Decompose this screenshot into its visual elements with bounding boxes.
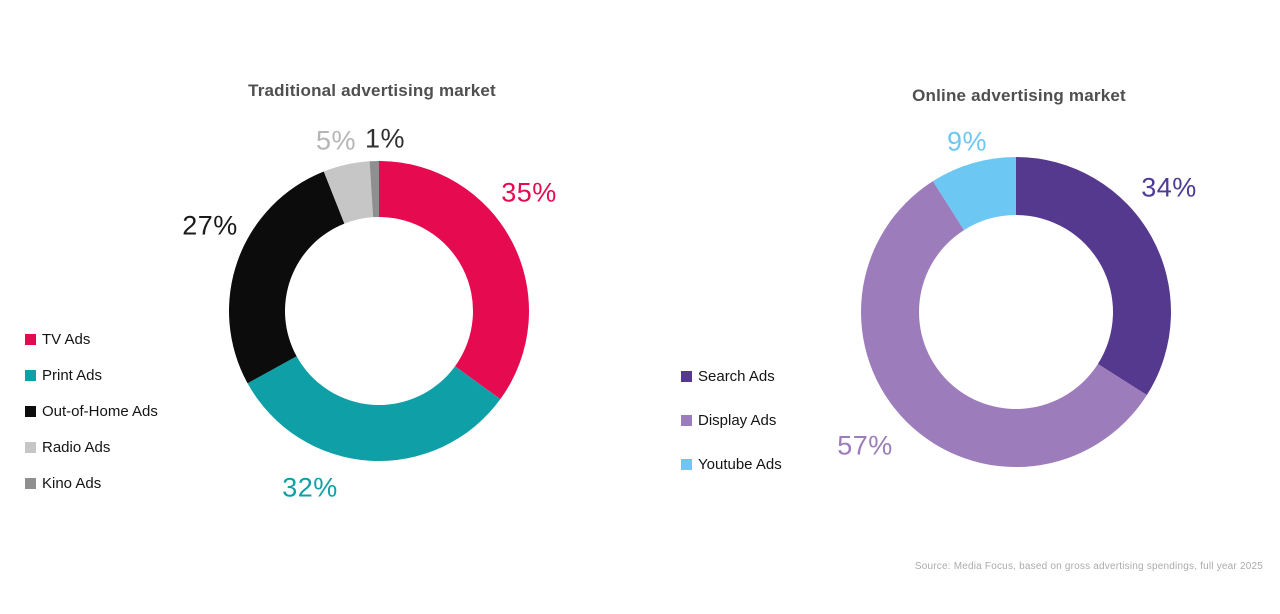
legend-item-youtube-ads: Youtube Ads <box>681 457 782 472</box>
legend-label: Out-of-Home Ads <box>42 403 158 420</box>
donut-online <box>856 152 1176 477</box>
legend-label: Youtube Ads <box>698 456 782 473</box>
legend-swatch-icon <box>25 442 36 453</box>
chart-title-online: Online advertising market <box>912 86 1126 105</box>
legend-label: Print Ads <box>42 367 103 384</box>
legend-item-display-ads: Display Ads <box>681 413 782 428</box>
legend-swatch-icon <box>25 478 36 489</box>
donut-svg <box>229 161 529 461</box>
donut-segment-search-ads <box>1016 157 1171 396</box>
legend-item-search-ads: Search Ads <box>681 369 782 384</box>
donut-segment-print-ads <box>247 356 501 461</box>
legend-swatch-icon <box>25 334 36 345</box>
legend-item-kino-ads: Kino Ads <box>25 476 158 491</box>
legend-online: Search Ads Display Ads Youtube Ads <box>681 369 782 472</box>
legend-label: TV Ads <box>42 331 91 348</box>
donut-traditional <box>219 151 539 476</box>
legend-item-tv-ads: TV Ads <box>25 332 158 347</box>
donut-segment-out-of-home-ads <box>229 171 345 384</box>
value-label-tv-ads: 35% <box>501 177 557 208</box>
donut-segment-radio-ads <box>323 161 374 224</box>
value-label-youtube-ads: 9% <box>946 126 988 157</box>
legend-label: Kino Ads <box>42 475 102 492</box>
legend-label: Search Ads <box>698 368 775 385</box>
donut-segment-youtube-ads <box>932 157 1016 231</box>
legend-item-radio-ads: Radio Ads <box>25 440 158 455</box>
source-note: Source: Media Focus, based on gross adve… <box>914 561 1263 572</box>
chart-title-traditional: Traditional advertising market <box>248 81 496 100</box>
value-label-search-ads: 34% <box>1141 172 1197 203</box>
value-label-display-ads: 57% <box>837 430 893 461</box>
value-label-radio-ads: 5% <box>315 125 357 156</box>
legend-swatch-icon <box>681 371 692 382</box>
legend-label: Display Ads <box>698 412 777 429</box>
legend-item-out-of-home-ads: Out-of-Home Ads <box>25 404 158 419</box>
donut-segment-display-ads <box>861 181 1147 468</box>
legend-item-print-ads: Print Ads <box>25 368 158 383</box>
donut-segment-kino-ads <box>369 161 379 218</box>
legend-traditional: TV Ads Print Ads Out-of-Home Ads Radio Ads K… <box>25 332 158 491</box>
value-label-out-of-home-ads: 27% <box>182 210 238 241</box>
donut-svg <box>861 157 1171 468</box>
value-label-print-ads: 32% <box>282 472 338 503</box>
legend-swatch-icon <box>681 415 692 426</box>
legend-swatch-icon <box>25 406 36 417</box>
value-label-kino-ads: 1% <box>364 123 406 154</box>
legend-swatch-icon <box>25 370 36 381</box>
legend-label: Radio Ads <box>42 439 111 456</box>
legend-swatch-icon <box>681 459 692 470</box>
donut-segment-tv-ads <box>379 161 529 400</box>
